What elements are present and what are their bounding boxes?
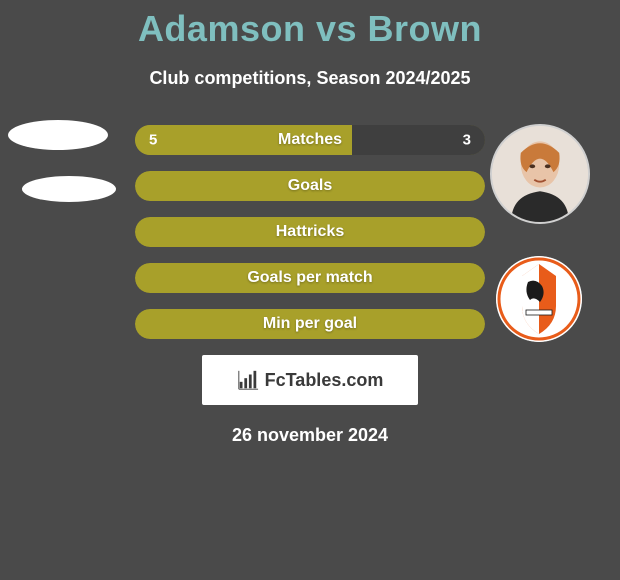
stat-bar: Min per goal [135,309,485,339]
stat-bar: Goals per match [135,263,485,293]
stat-label: Matches [278,131,342,149]
bar-chart-icon [237,369,259,391]
title-player2: Brown [368,8,483,49]
stat-bar: Goals [135,171,485,201]
stat-label: Hattricks [276,223,344,241]
date-label: 26 november 2024 [0,425,620,446]
title-vs: vs [316,8,357,49]
title-player1: Adamson [138,8,306,49]
stat-value-left: 5 [149,132,157,149]
stat-label: Min per goal [263,315,357,333]
stat-value-right: 3 [463,132,471,149]
subtitle: Club competitions, Season 2024/2025 [0,68,620,89]
stat-bar: 5 3 Matches [135,125,485,155]
stat-label: Goals per match [247,269,372,287]
branding-text: FcTables.com [265,370,384,391]
comparison-bars: 5 3 Matches Goals Hattricks Goals per match Mi… [0,125,620,339]
stat-bar: Hattricks [135,217,485,247]
page-title: Adamson vs Brown [0,0,620,50]
branding-badge: FcTables.com [202,355,418,405]
stat-label: Goals [288,177,332,195]
